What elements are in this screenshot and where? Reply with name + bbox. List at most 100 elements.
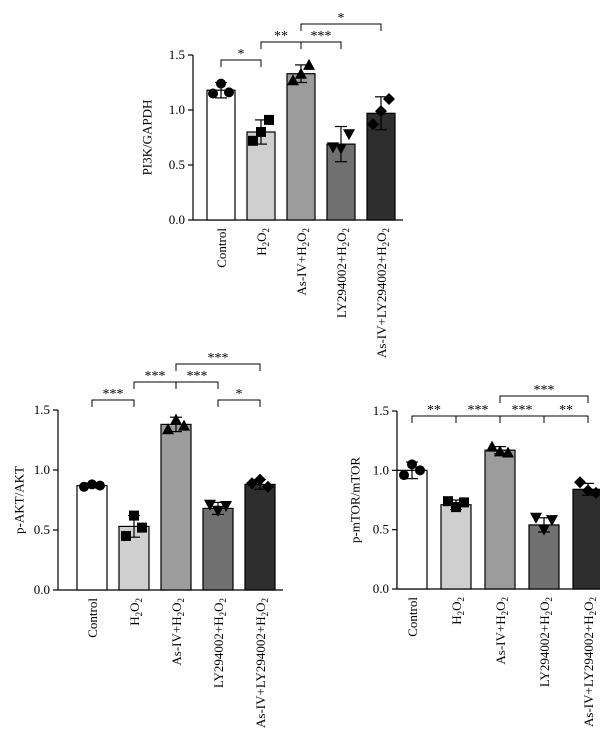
data-point bbox=[216, 78, 226, 89]
label-part: O bbox=[294, 233, 309, 242]
data-point bbox=[121, 531, 131, 541]
data-point bbox=[95, 480, 105, 491]
data-point bbox=[574, 476, 586, 489]
x-category-label: H2O2 bbox=[449, 597, 466, 625]
data-point bbox=[546, 515, 558, 527]
data-point bbox=[79, 481, 89, 492]
data-point bbox=[87, 479, 97, 490]
data-point bbox=[343, 129, 355, 141]
data-point bbox=[129, 510, 139, 521]
x-category-label: H2O2 bbox=[254, 228, 271, 256]
bar bbox=[160, 423, 192, 591]
label-part: O bbox=[581, 602, 596, 611]
y-tick-label: 0.0 bbox=[373, 581, 389, 596]
label-part: O bbox=[374, 233, 389, 242]
bar bbox=[484, 449, 516, 590]
bar bbox=[440, 504, 472, 590]
data-point bbox=[254, 473, 266, 486]
label-part: O bbox=[334, 233, 349, 242]
subscript: 2 bbox=[381, 242, 391, 247]
significance-label: *** bbox=[534, 383, 555, 398]
label-part: LY294002+H bbox=[334, 246, 349, 318]
x-category-label: Control bbox=[214, 228, 229, 268]
y-tick-label: 1.0 bbox=[34, 462, 50, 477]
data-point bbox=[415, 465, 425, 476]
data-point bbox=[208, 88, 218, 99]
data-point bbox=[502, 446, 514, 458]
y-tick-label: 0.5 bbox=[373, 522, 389, 537]
label-part: As-IV+LY294002+H bbox=[374, 246, 389, 358]
label-part: As-IV+H bbox=[169, 616, 184, 665]
subscript: 2 bbox=[341, 228, 351, 233]
y-tick-label: 0.5 bbox=[169, 157, 185, 172]
data-point bbox=[178, 419, 190, 431]
bar bbox=[206, 89, 236, 221]
y-axis-label: p-mTOR/mTOR bbox=[348, 457, 363, 544]
data-point bbox=[295, 67, 307, 79]
significance-bracket bbox=[91, 399, 135, 407]
subscript: 2 bbox=[456, 611, 466, 616]
significance-bracket bbox=[175, 381, 219, 389]
data-point bbox=[538, 524, 550, 536]
data-point bbox=[590, 486, 600, 499]
subscript: 2 bbox=[261, 228, 271, 233]
x-category-label: LY294002+H2O2 bbox=[211, 598, 228, 688]
data-point bbox=[335, 143, 347, 155]
x-category-label: As-IV+H2O2 bbox=[493, 597, 510, 665]
bar bbox=[244, 483, 276, 591]
label-part: LY294002+H bbox=[537, 615, 552, 687]
significance-label: *** bbox=[145, 369, 166, 384]
significance-label: *** bbox=[208, 351, 229, 366]
label-part: H bbox=[127, 616, 142, 625]
subscript: 2 bbox=[500, 597, 510, 602]
y-tick-label: 0.0 bbox=[169, 212, 185, 227]
significance-bracket bbox=[300, 41, 342, 49]
significance-label: *** bbox=[187, 369, 208, 384]
data-point bbox=[264, 114, 274, 125]
label-part: O bbox=[211, 603, 226, 612]
y-tick-label: 0.0 bbox=[34, 582, 50, 597]
label-part: O bbox=[537, 602, 552, 611]
label-part: O bbox=[493, 602, 508, 611]
y-axis-label: p-AKT/AKT bbox=[12, 466, 27, 534]
data-point bbox=[220, 501, 232, 512]
x-category-label: As-IV+H2O2 bbox=[169, 598, 186, 666]
subscript: 2 bbox=[544, 611, 554, 616]
label-part: As-IV+LY294002+H bbox=[253, 616, 268, 728]
data-point bbox=[375, 105, 387, 118]
x-category-label: As-IV+H2O2 bbox=[294, 228, 311, 296]
significance-bracket bbox=[217, 399, 261, 407]
data-point bbox=[224, 87, 234, 98]
label-part: O bbox=[449, 602, 464, 611]
x-category-label: Control bbox=[85, 598, 100, 638]
label-part: As-IV+LY294002+H bbox=[581, 615, 596, 727]
significance-bracket bbox=[220, 59, 262, 67]
subscript: 2 bbox=[456, 597, 466, 602]
x-category-label: As-IV+LY294002+H2O2 bbox=[581, 597, 598, 727]
subscript: 2 bbox=[260, 612, 270, 617]
bar bbox=[366, 112, 396, 221]
data-point bbox=[367, 118, 379, 131]
data-point bbox=[451, 502, 461, 513]
subscript: 2 bbox=[588, 597, 598, 602]
subscript: 2 bbox=[588, 611, 598, 616]
subscript: 2 bbox=[301, 228, 311, 233]
label-part: Control bbox=[85, 598, 100, 638]
data-point bbox=[494, 445, 506, 457]
label-part: H bbox=[254, 246, 269, 255]
y-axis-label: PI3K/GAPDH bbox=[140, 100, 155, 176]
data-point bbox=[212, 505, 224, 517]
subscript: 2 bbox=[176, 598, 186, 603]
y-tick-label: 1.5 bbox=[169, 47, 185, 62]
significance-label: ** bbox=[559, 403, 573, 418]
bar bbox=[286, 73, 316, 221]
subscript: 2 bbox=[260, 598, 270, 603]
significance-label: * bbox=[338, 11, 345, 26]
subscript: 2 bbox=[176, 612, 186, 617]
data-point bbox=[399, 470, 409, 481]
data-point bbox=[459, 497, 469, 508]
subscript: 2 bbox=[134, 598, 144, 603]
data-point bbox=[162, 423, 174, 435]
